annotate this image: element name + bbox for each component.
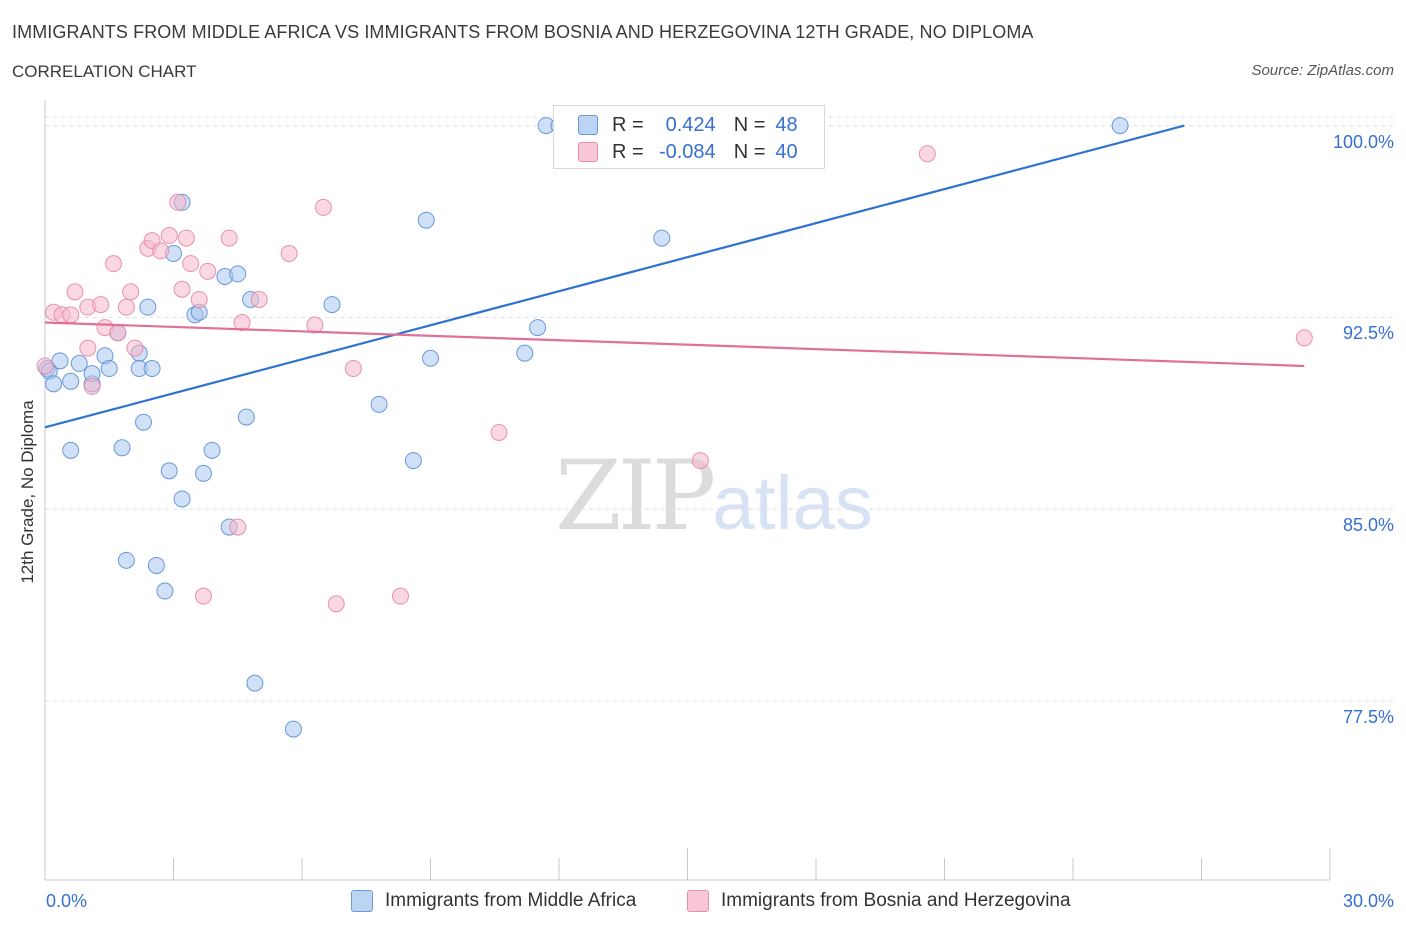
data-point-bosnia: [199, 262, 217, 280]
legend-n-value-series1: 48: [775, 113, 798, 136]
data-point-bosnia: [66, 283, 84, 301]
data-point-middle-africa: [194, 464, 212, 482]
chart-subtitle: CORRELATION CHART: [12, 62, 197, 81]
data-point-bosnia: [173, 280, 191, 298]
data-point-middle-africa: [160, 462, 178, 480]
data-point-bosnia: [117, 298, 135, 316]
data-point-middle-africa: [45, 375, 63, 393]
data-point-middle-africa: [284, 720, 302, 738]
data-point-bosnia: [92, 296, 110, 314]
legend-swatch-pink: [578, 142, 598, 162]
data-point-middle-africa: [135, 413, 153, 431]
bottom-legend-series2[interactable]: Immigrants from Bosnia and Herzegovina: [687, 888, 1071, 914]
bottom-legend-series1[interactable]: Immigrants from Middle Africa: [351, 888, 636, 914]
legend-swatch-pink: [687, 890, 709, 912]
data-point-middle-africa: [62, 441, 80, 459]
data-point-middle-africa: [370, 395, 388, 413]
data-point-bosnia: [314, 198, 332, 216]
correlation-legend: R = 0.424 N = 48 R = -0.084 N = 40: [553, 105, 825, 169]
data-point-middle-africa: [237, 408, 255, 426]
data-point-bosnia: [691, 452, 709, 470]
legend-swatch-blue: [351, 890, 373, 912]
data-point-middle-africa: [139, 298, 157, 316]
data-point-middle-africa: [70, 354, 88, 372]
y-tick-label: 92.5%: [1342, 323, 1394, 344]
trend-line-middle-africa: [44, 124, 1185, 429]
data-point-middle-africa: [422, 349, 439, 367]
data-point-middle-africa: [62, 372, 80, 390]
y-tick-label: 100.0%: [1332, 131, 1394, 152]
data-point-middle-africa: [229, 265, 247, 283]
axes: [44, 100, 1331, 881]
legend-row-series1: R = 0.424 N = 48: [578, 114, 798, 136]
data-point-middle-africa: [516, 344, 534, 362]
chart-title: IMMIGRANTS FROM MIDDLE AFRICA VS IMMIGRA…: [12, 22, 1034, 42]
data-point-bosnia: [36, 357, 54, 375]
y-tick-label: 77.5%: [1342, 706, 1394, 727]
data-point-middle-africa: [323, 296, 341, 314]
legend-row-series2: R = -0.084 N = 40: [578, 141, 798, 163]
data-point-bosnia: [233, 313, 251, 331]
data-point-middle-africa: [156, 582, 174, 600]
data-point-bosnia: [250, 290, 268, 308]
x-tick-label-max: 30.0%: [1342, 891, 1394, 911]
data-point-bosnia: [490, 423, 508, 441]
data-point-bosnia: [79, 339, 97, 357]
data-point-bosnia: [194, 587, 212, 605]
legend-series1-name: Immigrants from Middle Africa: [385, 890, 637, 911]
data-point-bosnia: [160, 227, 178, 245]
legend-swatch-blue: [578, 115, 598, 135]
y-axis-label: 12th Grade, No Diploma: [18, 400, 37, 584]
data-point-bosnia: [1295, 329, 1313, 347]
trend-line-bosnia: [44, 321, 1305, 368]
data-point-middle-africa: [113, 439, 131, 457]
x-tick-label-min: 0.0%: [46, 891, 88, 911]
data-point-bosnia: [109, 324, 127, 342]
data-point-middle-africa: [203, 441, 221, 459]
data-point-middle-africa: [404, 452, 422, 470]
data-point-middle-africa: [1111, 117, 1129, 135]
data-point-middle-africa: [246, 674, 264, 692]
source-credit: Source: ZipAtlas.com: [1251, 62, 1394, 79]
data-point-bosnia: [306, 316, 324, 334]
data-point-middle-africa: [529, 319, 547, 337]
data-point-middle-africa: [147, 556, 165, 574]
data-points: [36, 117, 1313, 738]
data-point-middle-africa: [100, 360, 118, 378]
legend-r-label: R =: [612, 140, 644, 163]
data-point-bosnia: [169, 193, 187, 211]
data-point-bosnia: [62, 306, 80, 324]
data-point-middle-africa: [143, 360, 161, 378]
data-point-bosnia: [220, 229, 238, 247]
legend-n-value-series2: 40: [775, 140, 798, 163]
trend-lines: [44, 124, 1305, 429]
data-point-bosnia: [229, 518, 247, 536]
data-point-bosnia: [280, 244, 298, 262]
data-point-bosnia: [344, 360, 362, 378]
legend-r-value-series2: -0.084: [658, 140, 716, 163]
data-point-bosnia: [392, 587, 410, 605]
data-point-middle-africa: [653, 229, 671, 247]
data-point-middle-africa: [173, 490, 191, 508]
data-point-middle-africa: [51, 352, 69, 370]
y-tick-label: 85.0%: [1342, 515, 1394, 536]
data-point-middle-africa: [417, 211, 435, 229]
data-point-bosnia: [126, 339, 144, 357]
data-point-bosnia: [190, 290, 208, 308]
legend-n-label: N =: [733, 113, 766, 136]
data-point-bosnia: [152, 242, 170, 260]
legend-r-label: R =: [612, 113, 644, 136]
legend-r-value-series1: 0.424: [665, 113, 716, 136]
data-point-middle-africa: [117, 551, 135, 569]
data-point-bosnia: [83, 377, 101, 395]
data-point-bosnia: [918, 145, 936, 163]
data-point-bosnia: [182, 255, 200, 273]
legend-n-label: N =: [733, 140, 766, 163]
data-point-bosnia: [105, 255, 123, 273]
data-point-bosnia: [122, 283, 140, 301]
legend-series2-name: Immigrants from Bosnia and Herzegovina: [721, 890, 1071, 911]
data-point-bosnia: [177, 229, 195, 247]
data-point-bosnia: [327, 595, 345, 613]
